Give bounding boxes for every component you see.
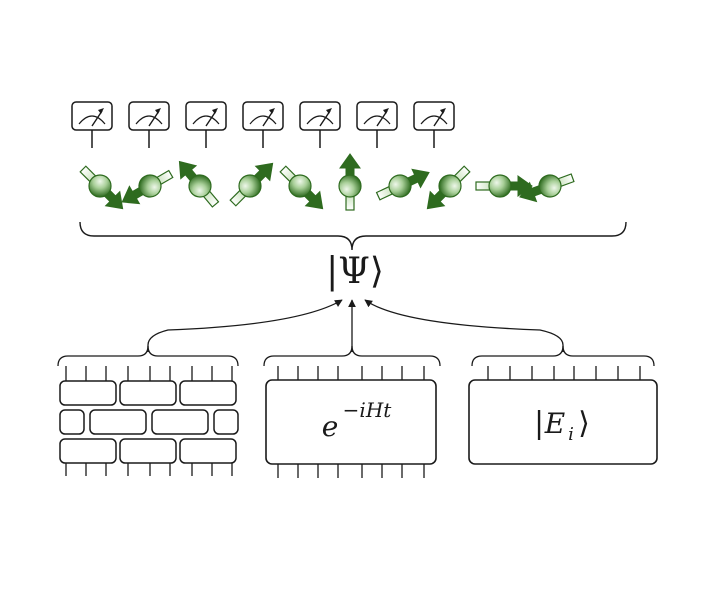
measurement-meter-icon (128, 101, 170, 148)
evolution-exponent: −iHt (343, 398, 393, 422)
connecting-arrows (147, 299, 564, 352)
spin-arrow-icon (229, 162, 274, 207)
measurement-meter-icon (356, 101, 398, 148)
time-evolution-operator: e −iHt (263, 345, 441, 478)
spin-chain (79, 153, 575, 211)
measurement-meter-icon (413, 101, 455, 148)
eigenstate-box (468, 379, 658, 465)
circuit-gate (89, 409, 147, 435)
evolution-label: e (322, 410, 339, 443)
measurement-meter-icon (242, 101, 284, 148)
circuit-gate (213, 409, 239, 435)
energy-eigenstate: | E i ⟩ (468, 345, 658, 465)
spin-arrow-icon (79, 165, 124, 210)
eigenstate-close: ⟩ (578, 406, 590, 441)
measurement-meter-icon (71, 101, 113, 148)
circuit-gate (59, 380, 117, 406)
evolution-box (265, 379, 437, 465)
spin-arrow-icon (178, 160, 220, 208)
tensor-network-circuit (57, 345, 239, 476)
evolution-brace (263, 345, 441, 367)
circuit-gate (59, 438, 117, 464)
spin-arrow-icon (338, 153, 362, 211)
psi-state-label: |Ψ⟩ (326, 251, 384, 292)
eigenstate-E: E (544, 407, 565, 440)
arrow-from-circuit (147, 299, 343, 352)
eigenstate-bar: | (534, 406, 544, 441)
arrow-from-eigenstate (364, 299, 564, 352)
measurement-meters (71, 101, 455, 148)
spin-arrow-icon (519, 173, 575, 203)
circuit-gate (59, 409, 85, 435)
measurement-meter-icon (299, 101, 341, 148)
circuit-gate (119, 380, 177, 406)
eigenstate-subscript: i (568, 424, 574, 445)
circuit-gate (151, 409, 209, 435)
spin-arrow-icon (426, 165, 471, 210)
circuit-gate (179, 380, 237, 406)
eigenstate-brace (471, 345, 655, 367)
spin-arrow-icon (121, 169, 174, 205)
spin-brace (79, 221, 627, 251)
circuit-brace (57, 345, 239, 367)
spin-arrow-icon (475, 174, 533, 198)
spin-arrow-icon (375, 168, 430, 201)
circuit-gate (119, 438, 177, 464)
spin-arrow-icon (279, 165, 324, 210)
measurement-meter-icon (185, 101, 227, 148)
circuit-gate (179, 438, 237, 464)
